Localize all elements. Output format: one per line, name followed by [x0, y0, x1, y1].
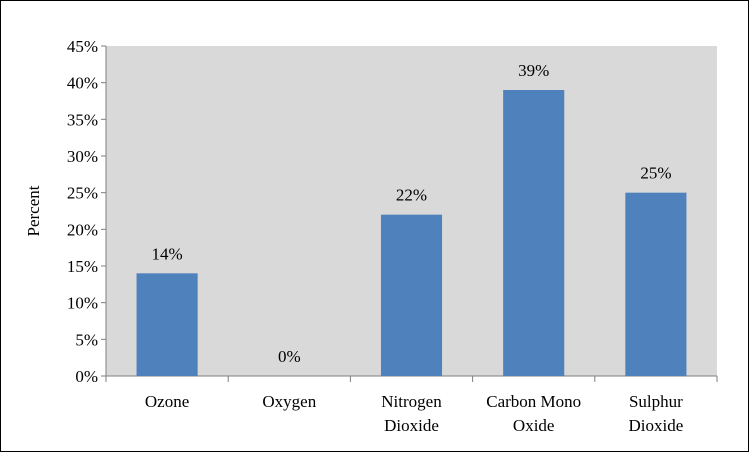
category-label-line: Oxygen — [262, 392, 316, 411]
y-tick-label: 35% — [67, 110, 98, 129]
category-label-line: Dioxide — [384, 416, 439, 435]
y-tick-label: 15% — [67, 257, 98, 276]
data-label: 25% — [640, 164, 671, 183]
data-label: 0% — [278, 347, 301, 366]
y-tick-label: 40% — [67, 74, 98, 93]
bars — [136, 90, 687, 376]
category-label: Nitrogen Dioxide — [381, 392, 442, 435]
y-tick-label: 20% — [67, 220, 98, 239]
category-label-line: Nitrogen — [381, 392, 442, 411]
bar — [625, 192, 687, 376]
y-tick-label: 45% — [67, 37, 98, 56]
data-label: 39% — [518, 61, 549, 80]
category-label: Ozone — [145, 392, 189, 411]
y-axis-title: Percent — [24, 185, 43, 236]
category-label: Oxygen — [262, 392, 316, 411]
category-label-line: Oxide — [513, 416, 555, 435]
category-label: Sulphur Dioxide — [629, 392, 684, 435]
category-label-line: Sulphur — [629, 392, 683, 411]
bar — [136, 273, 198, 376]
data-label: 14% — [152, 244, 183, 263]
category-label: Carbon Mono Oxide — [486, 392, 581, 435]
y-tick-label: 25% — [67, 184, 98, 203]
category-label-line: Ozone — [145, 392, 189, 411]
bar — [503, 90, 565, 376]
y-tick-label: 5% — [75, 330, 98, 349]
category-label-line: Carbon Mono — [486, 392, 581, 411]
data-label: 22% — [396, 186, 427, 205]
bar — [380, 214, 443, 376]
y-tick-label: 10% — [67, 294, 98, 313]
y-tick-label: 0% — [75, 367, 98, 386]
y-tick-label: 30% — [67, 147, 98, 166]
category-label-line: Dioxide — [629, 416, 684, 435]
labels: 14% Ozone 0% Oxygen 22% Nitrogen Dioxide 39% Car… — [145, 61, 683, 435]
